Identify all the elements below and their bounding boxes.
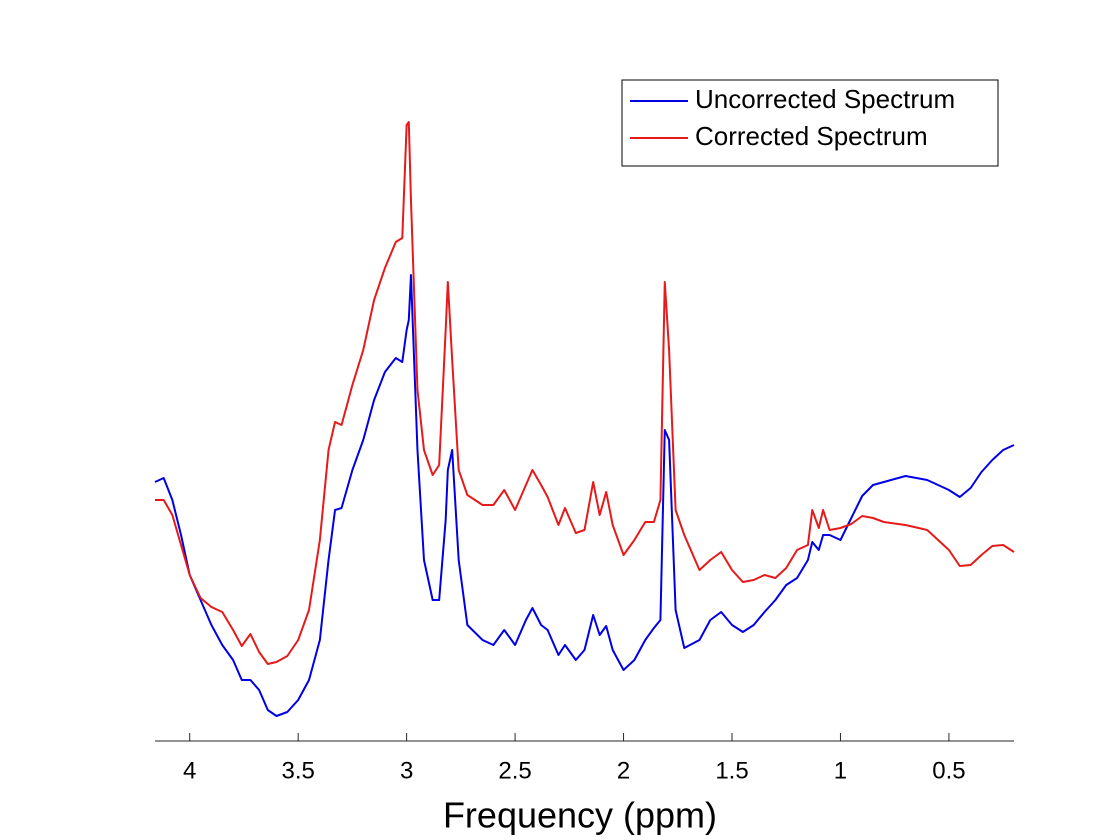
x-tick-label: 3: [400, 757, 413, 784]
legend: Uncorrected Spectrum Corrected Spectrum: [621, 79, 999, 167]
x-tick-label: 4: [183, 757, 196, 784]
legend-box: [621, 79, 999, 167]
x-tick-label: 1: [834, 757, 847, 784]
x-tick-label: 2: [617, 757, 630, 784]
x-tick-label: 1.5: [715, 757, 748, 784]
x-tick-label: 0.5: [932, 757, 965, 784]
series-line: [154, 274, 1015, 717]
x-axis-label: Frequency (ppm): [443, 795, 717, 836]
legend-label: Uncorrected Spectrum: [695, 84, 955, 114]
x-tick-label: 2.5: [498, 757, 531, 784]
series-line: [155, 121, 1015, 665]
legend-label: Corrected Spectrum: [695, 121, 928, 151]
x-tick-label: 3.5: [281, 757, 314, 784]
